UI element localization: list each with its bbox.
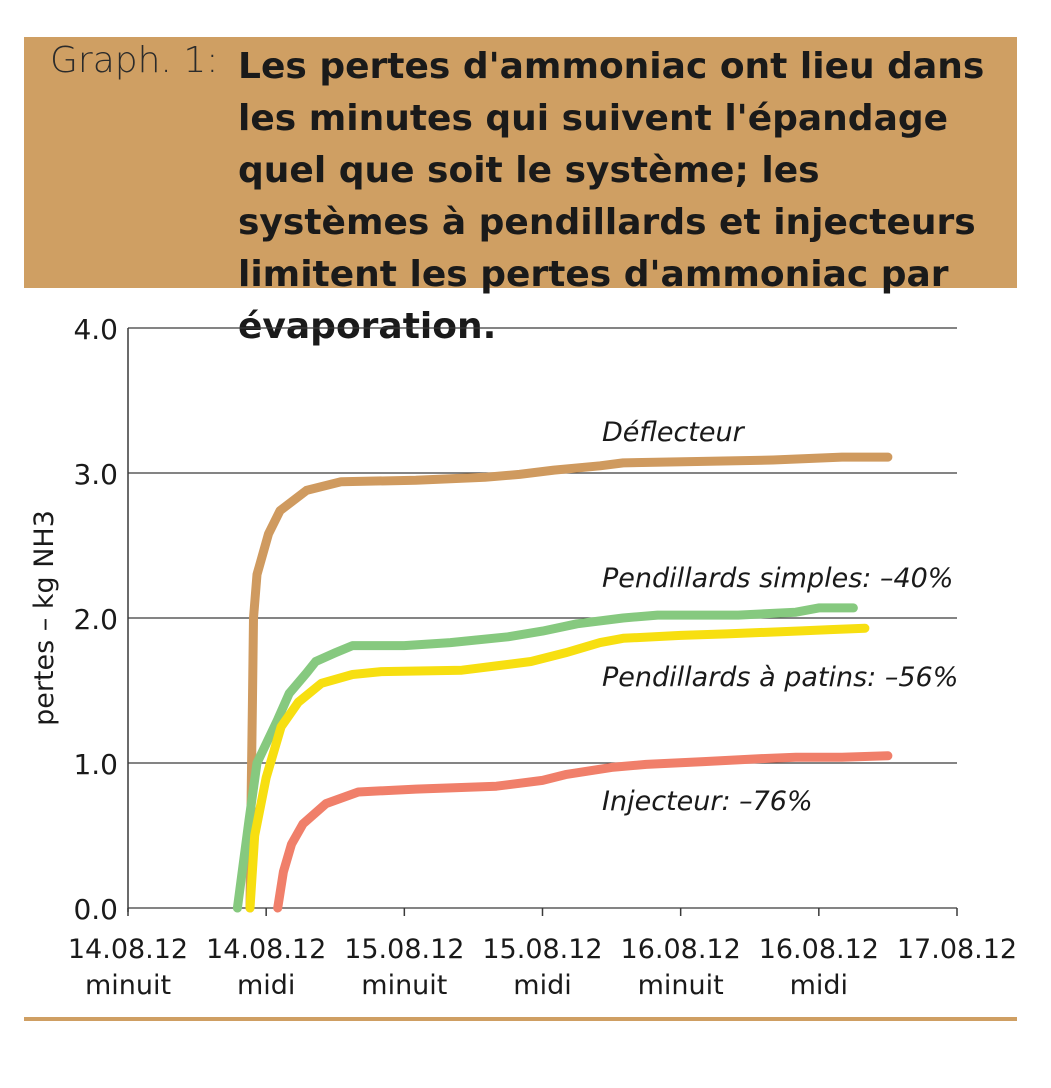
x-tick-date: 15.08.12: [344, 934, 464, 965]
y-tick-label: 0.0: [73, 893, 118, 926]
x-tick-date: 14.08.12: [68, 934, 188, 965]
label-pendillards-patins: Pendillards à patins: –56%: [602, 662, 958, 693]
series-layer: [232, 452, 893, 913]
x-tick-period: minuit: [85, 970, 171, 1001]
x-tick-period: midi: [237, 970, 295, 1001]
series-injecteur: [273, 751, 893, 913]
axis-layer: 0.0 1.0 2.0 3.0 4.0 pertes – kg NH3 14.08.12 mi…: [29, 313, 1017, 1001]
x-tick-date: 17.08.12: [897, 934, 1017, 965]
label-injecteur: Injecteur: –76%: [602, 786, 813, 817]
x-tick-date: 14.08.12: [206, 934, 326, 965]
label-pendillards-simples: Pendillards simples: –40%: [602, 563, 953, 594]
y-axis-title: pertes – kg NH3: [29, 510, 60, 726]
graph-label: Graph. 1:: [50, 40, 219, 81]
x-tick-period: midi: [513, 970, 571, 1001]
label-layer: Déflecteur Pendillards simples: –40% Pendi…: [602, 417, 958, 817]
x-tick-period: midi: [790, 970, 848, 1001]
x-tick-period: minuit: [638, 970, 724, 1001]
label-deflecteur: Déflecteur: [602, 417, 746, 448]
title-band: Graph. 1: Les pertes d'ammoniac ont lieu…: [24, 37, 1017, 347]
y-tick-label: 4.0: [73, 313, 118, 346]
y-tick-label: 3.0: [73, 458, 118, 491]
line-chart: 0.0 1.0 2.0 3.0 4.0 pertes – kg NH3 14.08.12 mi…: [29, 313, 1017, 1001]
series-pendillards-patins: [245, 623, 870, 913]
x-tick-date: 15.08.12: [482, 934, 602, 965]
x-tick-date: 16.08.12: [621, 934, 741, 965]
series-deflecteur: [245, 452, 893, 913]
y-tick-label: 1.0: [73, 748, 118, 781]
y-tick-label: 2.0: [73, 603, 118, 636]
bottom-rule: [24, 1017, 1017, 1021]
series-pendillards-simples: [232, 603, 858, 913]
x-tick-period: minuit: [361, 970, 447, 1001]
graph-title: Les pertes d'ammoniac ont lieu dans les …: [238, 46, 985, 347]
x-tick-date: 16.08.12: [759, 934, 879, 965]
